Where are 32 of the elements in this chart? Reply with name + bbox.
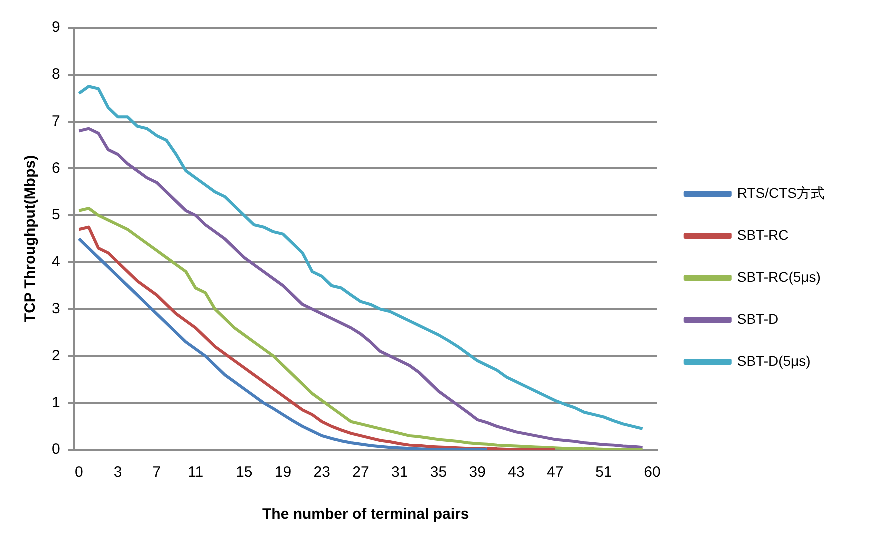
x-tick-label: 7	[152, 464, 162, 482]
y-tick-label: 4	[52, 254, 60, 271]
x-tick-label: 3	[114, 464, 122, 482]
y-tick-label: 8	[52, 66, 60, 84]
legend-label: SBT-RC(5μs)	[737, 268, 821, 285]
y-tick-label: 1	[52, 394, 60, 412]
x-tick-label: 60	[644, 464, 661, 482]
x-tick-label: 39	[469, 464, 486, 482]
y-tick-label: 0	[52, 441, 60, 458]
x-tick-label: 35	[430, 464, 448, 482]
y-axis-title: TCP Throughput(Mbps)	[22, 155, 40, 323]
x-tick-label: 31	[392, 464, 408, 482]
y-tick-label: 2	[52, 347, 60, 364]
legend-label: SBT-RC	[737, 226, 789, 243]
y-tick-label: 6	[52, 160, 60, 177]
x-tick-label: 0	[75, 464, 84, 482]
x-tick-label: 27	[352, 464, 370, 482]
x-axis-title: The number of terminal pairs	[262, 506, 470, 524]
x-tick-label: 11	[188, 464, 204, 482]
y-tick-label: 9	[52, 19, 60, 36]
legend-label: RTS/CTS方式	[737, 184, 826, 201]
x-tick-label: 23	[314, 464, 330, 482]
legend-label: SBT-D	[737, 310, 779, 327]
y-tick-label: 5	[52, 206, 60, 224]
x-tick-label: 47	[546, 464, 564, 482]
y-tick-label: 7	[52, 112, 60, 130]
y-tick-label: 3	[52, 300, 60, 318]
x-tick-label: 19	[274, 464, 292, 482]
x-tick-label: 15	[236, 464, 253, 482]
x-tick-label: 43	[508, 464, 525, 482]
x-tick-label: 51	[596, 464, 612, 482]
legend-label: SBT-D(5μs)	[737, 352, 811, 369]
